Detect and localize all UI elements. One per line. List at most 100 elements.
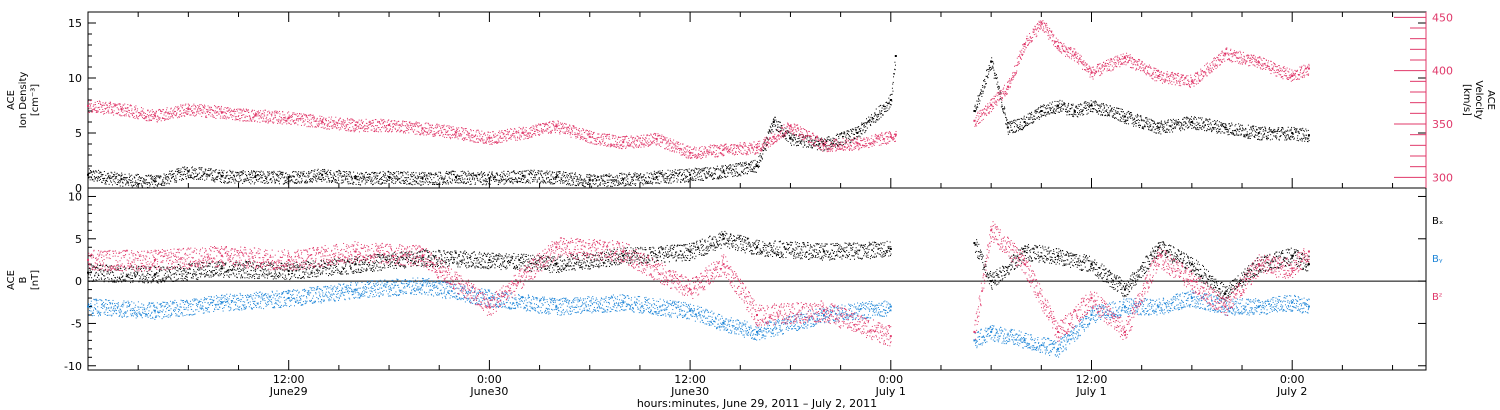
top-dot (1237, 134, 1239, 136)
top-dot (158, 176, 160, 178)
top-dot (1153, 126, 1155, 128)
top-dot (632, 183, 634, 185)
top-dot (521, 177, 523, 179)
top-dot (116, 175, 118, 177)
top-dot (586, 174, 588, 176)
top-dot (269, 179, 271, 181)
top-dot (653, 178, 655, 180)
top-dot (275, 174, 277, 176)
top-dot (716, 168, 718, 170)
top-dot (1164, 120, 1166, 122)
top-dot (828, 136, 830, 138)
top-dot (1231, 124, 1233, 126)
top-dot (92, 105, 94, 107)
top-dot (839, 141, 841, 143)
top-dot (607, 185, 609, 187)
top-dot (339, 173, 341, 175)
top-dot (1181, 123, 1183, 125)
top-dot (1023, 126, 1025, 128)
top-dot (804, 144, 806, 146)
top-dot (175, 181, 177, 183)
top-dot (357, 175, 359, 177)
top-dot (838, 137, 840, 139)
top-dot (489, 180, 491, 182)
top-dot (492, 175, 494, 177)
top-dot (1265, 135, 1267, 137)
top-dot (1025, 122, 1027, 124)
top-dot (1011, 120, 1013, 122)
top-dot (1060, 105, 1062, 107)
top-dot (1224, 127, 1226, 129)
top-dot (723, 172, 725, 174)
top-dot (374, 176, 376, 178)
top-dot (1033, 121, 1035, 123)
top-dot (1191, 121, 1193, 123)
top-dot (814, 145, 816, 147)
top-dot (472, 176, 474, 178)
top-dot (872, 118, 874, 120)
top-dot (1215, 128, 1217, 130)
top-dot (1117, 119, 1119, 121)
top-dot (184, 115, 186, 117)
top-dot (1178, 122, 1180, 124)
top-dot (176, 109, 178, 111)
top-dot (1131, 123, 1133, 125)
top-dot (430, 172, 432, 174)
top-dot (261, 177, 263, 179)
top-dot (1163, 126, 1165, 128)
top-dot (518, 171, 520, 173)
top-dot (495, 172, 497, 174)
top-dot (500, 175, 502, 177)
top-dot (391, 178, 393, 180)
top-dot (746, 163, 748, 165)
top-dot (335, 171, 337, 173)
top-dot (1021, 125, 1023, 127)
top-dot (186, 178, 188, 180)
top-dot (428, 181, 430, 183)
top-dot (684, 177, 686, 179)
top-dot (262, 110, 264, 112)
top-dot (109, 101, 111, 103)
top-dot (1104, 110, 1106, 112)
top-dot (1056, 104, 1058, 106)
top-dot (997, 86, 999, 88)
top-dot (648, 173, 650, 175)
top-dot (1128, 116, 1130, 118)
top-dot (177, 105, 179, 107)
top-dot (976, 103, 978, 105)
top-dot (160, 110, 162, 112)
top-dot (676, 178, 678, 180)
top-dot (401, 180, 403, 182)
top-dot (1223, 125, 1225, 127)
top-dot (110, 177, 112, 179)
top-dot (808, 141, 810, 143)
top-dot (309, 178, 311, 180)
top-dot (237, 181, 239, 183)
top-dot (166, 107, 168, 109)
top-dot (1144, 125, 1146, 127)
top-dot (1168, 129, 1170, 131)
top-dot (670, 176, 672, 178)
top-dot (1272, 131, 1274, 133)
top-dot (339, 170, 341, 172)
top-dot (281, 171, 283, 173)
top-dot (325, 171, 327, 173)
top-dot (356, 175, 358, 177)
top-dot (988, 65, 990, 67)
top-dot (801, 143, 803, 145)
top-dot (290, 177, 292, 179)
top-dot (249, 172, 251, 174)
top-dot (1050, 108, 1052, 110)
top-dot (667, 176, 669, 178)
top-dot (692, 179, 694, 181)
top-dot (977, 95, 979, 97)
top-dot (1233, 130, 1235, 132)
top-dot (1157, 129, 1159, 131)
top-dot (422, 183, 424, 185)
top-dot (736, 165, 738, 167)
top-dot (515, 178, 517, 180)
top-dot (1237, 129, 1239, 131)
top-dot (204, 172, 206, 174)
top-dot (399, 178, 401, 180)
top-dot (443, 182, 445, 184)
